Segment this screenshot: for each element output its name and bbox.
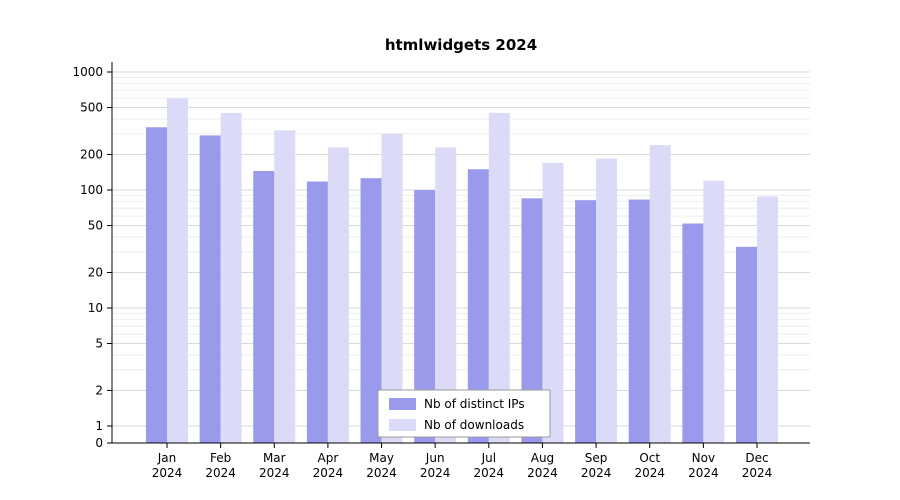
bar-downloads <box>649 145 671 443</box>
legend-label-distinct-ips: Nb of distinct IPs <box>424 397 525 411</box>
bar-distinct-ips <box>199 135 221 443</box>
x-axis-year-label: 2024 <box>742 466 773 480</box>
x-axis-month-label: Jan <box>157 451 177 465</box>
x-axis-month-label: Feb <box>210 451 231 465</box>
y-axis-tick-label: 500 <box>80 101 103 115</box>
bar-downloads <box>167 98 188 443</box>
bar-downloads <box>435 147 457 444</box>
bar-distinct-ips <box>521 198 543 443</box>
x-axis-year-label: 2024 <box>581 466 612 480</box>
x-axis-month-label: Sep <box>585 451 608 465</box>
x-axis-year-label: 2024 <box>420 466 451 480</box>
legend-box <box>377 389 551 438</box>
bar-distinct-ips <box>360 178 382 443</box>
plot-area: 01251020501002005001000Jan2024Feb2024Mar… <box>72 62 810 480</box>
legend-swatch-downloads <box>389 419 416 431</box>
x-axis-year-label: 2024 <box>152 466 183 480</box>
bar-downloads <box>542 162 564 444</box>
y-axis-tick-label: 1000 <box>72 65 103 79</box>
bar-distinct-ips <box>414 190 436 443</box>
y-axis-tick-label: 50 <box>88 219 103 233</box>
y-axis-tick-label: 200 <box>80 147 103 161</box>
chart-title: htmlwidgets 2024 <box>385 36 537 54</box>
x-axis-year-label: 2024 <box>313 466 344 480</box>
bar-downloads <box>220 112 242 443</box>
y-axis-tick-label: 5 <box>95 337 103 351</box>
x-axis-year-label: 2024 <box>474 466 505 480</box>
x-axis-month-label: Aug <box>531 451 554 465</box>
bar-distinct-ips <box>682 223 704 443</box>
bar-downloads <box>488 112 510 443</box>
x-axis-year-label: 2024 <box>259 466 290 480</box>
bar-distinct-ips <box>575 200 597 443</box>
x-axis-month-label: Oct <box>639 451 660 465</box>
x-axis-month-label: Dec <box>745 451 768 465</box>
x-axis-month-label: Jun <box>425 451 445 465</box>
x-axis-month-label: Nov <box>692 451 715 465</box>
bar-downloads <box>703 180 725 443</box>
bar-distinct-ips <box>306 181 328 443</box>
bar-downloads <box>327 147 349 444</box>
x-axis-year-label: 2024 <box>527 466 558 480</box>
x-axis-month-label: Apr <box>318 451 339 465</box>
x-axis-month-label: Jul <box>481 451 496 465</box>
bar-distinct-ips <box>253 170 275 444</box>
bar-downloads <box>274 130 296 443</box>
bar-distinct-ips <box>736 246 757 443</box>
bar-downloads <box>757 196 778 443</box>
bar-downloads <box>596 158 618 443</box>
x-axis-month-label: May <box>369 451 394 465</box>
y-axis-tick-label: 2 <box>95 383 103 397</box>
bar-distinct-ips <box>146 127 167 443</box>
y-axis-tick-label: 20 <box>88 265 103 279</box>
x-axis-month-label: Mar <box>263 451 286 465</box>
bar-downloads <box>381 133 403 443</box>
x-axis-year-label: 2024 <box>205 466 236 480</box>
y-axis-tick-label: 10 <box>88 301 103 315</box>
y-axis-tick-label: 1 <box>95 419 103 433</box>
x-axis-year-label: 2024 <box>688 466 719 480</box>
x-axis-year-label: 2024 <box>634 466 665 480</box>
y-axis-tick-label: 100 <box>80 183 103 197</box>
bar-distinct-ips <box>628 199 650 443</box>
x-axis-year-label: 2024 <box>366 466 397 480</box>
y-axis-tick-label: 0 <box>95 436 103 450</box>
legend-swatch-distinct-ips <box>389 398 416 410</box>
bar-distinct-ips <box>467 169 489 443</box>
legend-label-downloads: Nb of downloads <box>424 418 524 432</box>
